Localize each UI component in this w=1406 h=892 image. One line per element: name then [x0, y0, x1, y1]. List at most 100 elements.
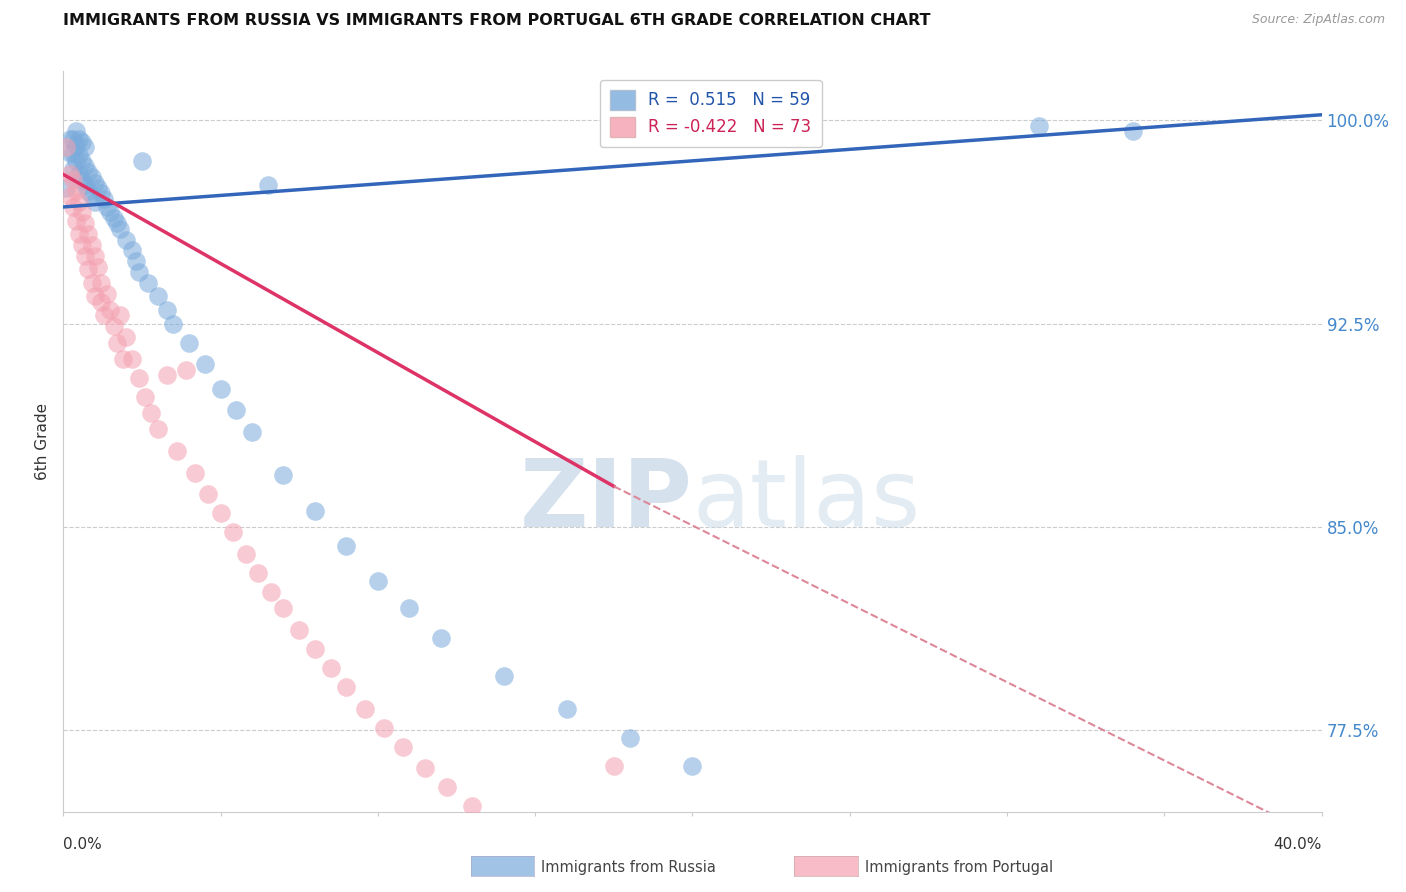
Text: IMMIGRANTS FROM RUSSIA VS IMMIGRANTS FROM PORTUGAL 6TH GRADE CORRELATION CHART: IMMIGRANTS FROM RUSSIA VS IMMIGRANTS FRO…	[63, 13, 931, 29]
Point	[492, 669, 515, 683]
Point	[128, 371, 150, 385]
Point	[115, 330, 138, 344]
Point	[87, 260, 110, 274]
Point	[398, 601, 420, 615]
Point	[67, 132, 90, 146]
Point	[77, 262, 100, 277]
Point	[83, 194, 105, 209]
Point	[240, 425, 263, 439]
Point	[55, 140, 77, 154]
Point	[70, 173, 93, 187]
Text: 0.0%: 0.0%	[63, 837, 103, 852]
Point	[65, 213, 87, 227]
Point	[75, 159, 97, 173]
Point	[108, 221, 131, 235]
Point	[430, 631, 453, 645]
Point	[162, 317, 184, 331]
Point	[121, 351, 143, 366]
Point	[96, 286, 118, 301]
Point	[58, 132, 80, 146]
Point	[247, 566, 270, 580]
Point	[75, 249, 97, 263]
Point	[80, 238, 103, 252]
Point	[62, 173, 84, 187]
Point	[90, 294, 112, 309]
Point	[413, 761, 436, 775]
Point	[273, 468, 295, 483]
Point	[62, 145, 84, 160]
Point	[235, 547, 257, 561]
Point	[134, 390, 156, 404]
Point	[335, 680, 357, 694]
Point	[128, 265, 150, 279]
Point	[70, 135, 93, 149]
Point	[1028, 119, 1050, 133]
Point	[304, 504, 326, 518]
Point	[65, 153, 87, 168]
Point	[83, 289, 105, 303]
Point	[108, 309, 131, 323]
Point	[67, 148, 90, 162]
Text: atlas: atlas	[693, 455, 921, 547]
Point	[373, 721, 395, 735]
Point	[100, 205, 122, 219]
Point	[65, 124, 87, 138]
Point	[58, 189, 80, 203]
Point	[174, 362, 197, 376]
Point	[75, 216, 97, 230]
Point	[392, 739, 415, 754]
Point	[93, 309, 115, 323]
Point	[67, 227, 90, 241]
Point	[486, 818, 509, 832]
Point	[354, 701, 377, 715]
Point	[209, 382, 232, 396]
Point	[121, 244, 143, 258]
Point	[65, 184, 87, 198]
Point	[70, 153, 93, 168]
Point	[77, 227, 100, 241]
Point	[436, 780, 458, 795]
Point	[70, 205, 93, 219]
Point	[619, 731, 641, 746]
Point	[67, 168, 90, 182]
Point	[105, 216, 128, 230]
Point	[80, 189, 103, 203]
Point	[90, 186, 112, 201]
Point	[75, 140, 97, 154]
Y-axis label: 6th Grade: 6th Grade	[35, 403, 51, 480]
Point	[75, 178, 97, 193]
Legend: R =  0.515   N = 59, R = -0.422   N = 73: R = 0.515 N = 59, R = -0.422 N = 73	[600, 79, 821, 147]
Point	[156, 303, 179, 318]
Point	[96, 200, 118, 214]
Point	[103, 211, 125, 225]
Point	[80, 276, 103, 290]
Point	[225, 403, 247, 417]
Point	[288, 623, 311, 637]
Point	[256, 178, 278, 193]
Point	[682, 758, 704, 772]
Point	[65, 137, 87, 152]
Point	[273, 601, 295, 615]
Point	[568, 872, 591, 887]
Point	[90, 276, 112, 290]
Point	[62, 200, 84, 214]
Point	[83, 176, 105, 190]
Point	[58, 168, 80, 182]
Text: Immigrants from Russia: Immigrants from Russia	[541, 860, 716, 874]
Point	[166, 444, 188, 458]
Point	[100, 303, 122, 318]
Point	[115, 232, 138, 246]
Point	[77, 164, 100, 178]
Point	[304, 642, 326, 657]
Text: 40.0%: 40.0%	[1274, 837, 1322, 852]
Point	[461, 799, 484, 814]
Point	[70, 238, 93, 252]
Point	[1122, 124, 1144, 138]
Point	[194, 357, 217, 371]
Point	[136, 276, 159, 290]
Point	[222, 525, 245, 540]
Point	[555, 701, 578, 715]
Point	[260, 585, 283, 599]
Point	[112, 351, 135, 366]
Point	[146, 422, 169, 436]
